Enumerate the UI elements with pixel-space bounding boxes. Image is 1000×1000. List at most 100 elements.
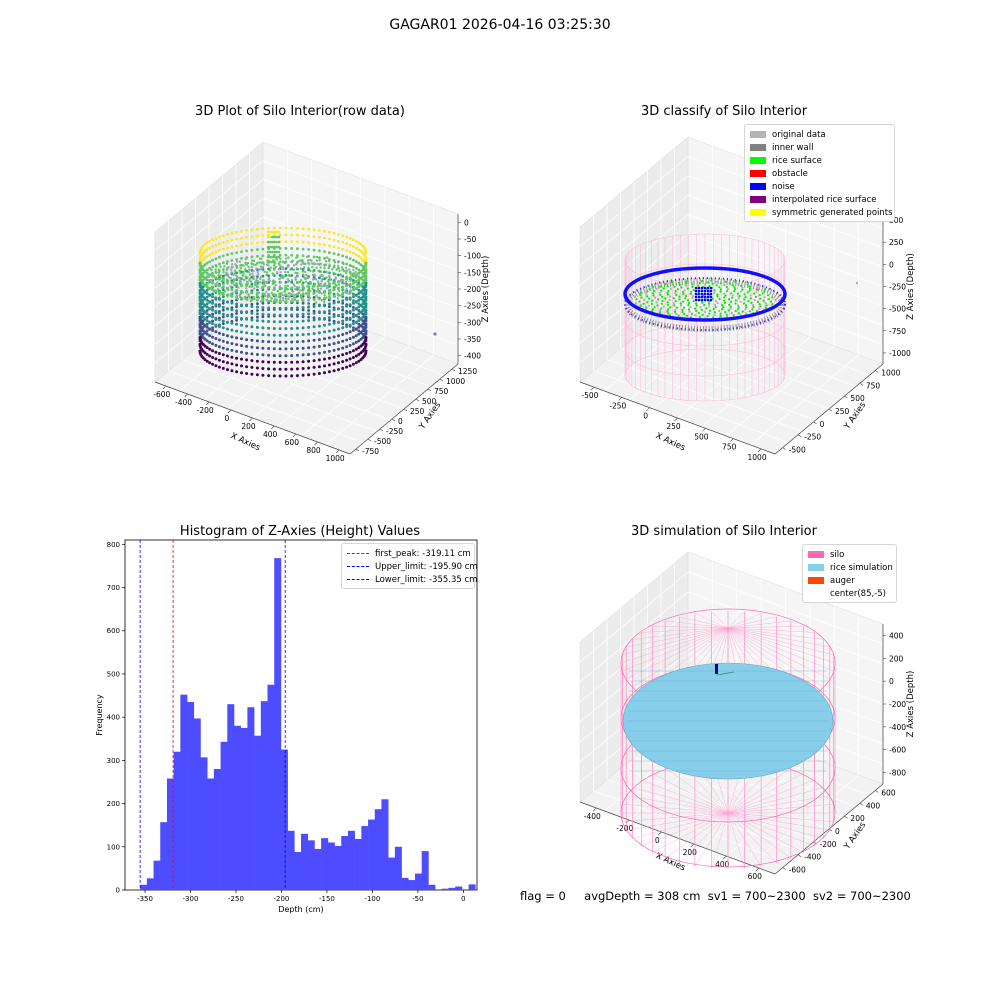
x-tick-label: -100 <box>364 895 380 903</box>
rice-surface-point <box>634 302 638 305</box>
rice-surface-point <box>664 297 667 300</box>
raw-point <box>361 281 365 285</box>
raw-point <box>203 324 207 328</box>
raw-point <box>364 336 368 339</box>
raw-point <box>345 338 349 342</box>
raw-point <box>328 298 331 302</box>
raw-point <box>292 268 296 271</box>
rice-surface-point <box>668 314 672 317</box>
raw-point <box>256 282 259 285</box>
raw-point <box>235 322 239 326</box>
grid-line <box>262 160 459 234</box>
raw-point <box>205 312 209 316</box>
y-tick-label: 300 <box>107 757 120 765</box>
raw-point <box>219 274 222 277</box>
raw-point <box>364 290 368 294</box>
raw-point <box>307 241 310 245</box>
raw-point <box>323 263 326 266</box>
raw-point <box>256 254 259 258</box>
raw-point <box>201 329 205 333</box>
raw-point <box>278 307 282 311</box>
raw-point <box>345 277 348 280</box>
x-axis-label: X Axies <box>654 431 687 454</box>
raw-point <box>217 318 221 322</box>
raw-point <box>261 333 265 337</box>
raw-point <box>199 325 203 329</box>
raw-point <box>221 295 225 298</box>
auger-line <box>716 671 735 676</box>
rice-surface-point <box>716 293 719 296</box>
raw-point <box>301 308 305 312</box>
rice-surface-point <box>698 315 701 319</box>
raw-point <box>299 279 303 282</box>
raw-point <box>211 274 215 278</box>
raw-point <box>304 292 308 295</box>
raw-point <box>210 278 214 282</box>
raw-point <box>214 323 218 327</box>
grid-line <box>579 591 689 683</box>
raw-point <box>337 246 340 250</box>
raw-point <box>354 314 358 318</box>
raw-point <box>312 255 316 259</box>
z-tick-label: -800 <box>889 769 906 778</box>
raw-point <box>273 240 276 244</box>
raw-point <box>235 305 239 309</box>
raw-point <box>307 295 310 299</box>
raw-point <box>335 284 338 287</box>
axes-left-wall <box>154 141 264 383</box>
raw-point <box>261 306 265 310</box>
raw-point <box>327 289 331 292</box>
raw-point <box>235 278 239 282</box>
silo-roof-wire <box>641 627 729 633</box>
raw-point <box>278 233 282 237</box>
y-tick-label: 750 <box>866 381 881 390</box>
raw-point <box>267 240 270 244</box>
raw-point <box>261 353 265 357</box>
legend-entry: obstacle <box>750 167 889 180</box>
raw-point <box>320 280 323 283</box>
raw-point <box>245 311 249 314</box>
raw-point <box>307 353 311 356</box>
raw-point <box>245 317 249 321</box>
raw-point <box>267 299 271 303</box>
raw-point <box>226 239 229 243</box>
raw-point <box>357 282 361 285</box>
raw-point <box>275 258 278 261</box>
raw-point <box>318 303 321 307</box>
raw-point <box>362 287 366 290</box>
raw-point <box>198 285 202 289</box>
raw-point <box>337 260 340 263</box>
raw-point <box>240 290 243 294</box>
raw-point <box>364 332 368 336</box>
x-tick-label: 1000 <box>748 453 767 462</box>
raw-point <box>323 350 326 354</box>
raw-point <box>235 282 239 286</box>
raw-point <box>281 268 285 271</box>
raw-point <box>300 259 303 262</box>
rice-surface-point <box>696 287 699 290</box>
rice-surface-point <box>709 295 712 298</box>
raw-point <box>235 298 239 302</box>
noise-point <box>709 298 713 302</box>
y-tick <box>813 421 817 425</box>
raw-point <box>341 319 345 323</box>
raw-point <box>337 354 340 358</box>
raw-point <box>218 293 221 296</box>
rice-surface-point <box>662 305 665 308</box>
grid-line <box>674 722 870 796</box>
x-tick <box>184 393 188 398</box>
raw-point <box>248 268 251 271</box>
rice-surface-point <box>689 292 692 295</box>
raw-point <box>341 326 345 330</box>
raw-point <box>301 373 305 377</box>
raw-point <box>284 306 288 310</box>
legend-label: silo <box>830 549 845 560</box>
raw-point <box>315 290 318 293</box>
raw-point <box>352 326 355 330</box>
raw-point <box>307 294 310 298</box>
raw-point <box>347 283 351 286</box>
raw-point <box>278 286 282 290</box>
z-tick-label: -400 <box>464 352 481 361</box>
x-tick <box>335 449 340 454</box>
raw-point <box>341 274 345 278</box>
